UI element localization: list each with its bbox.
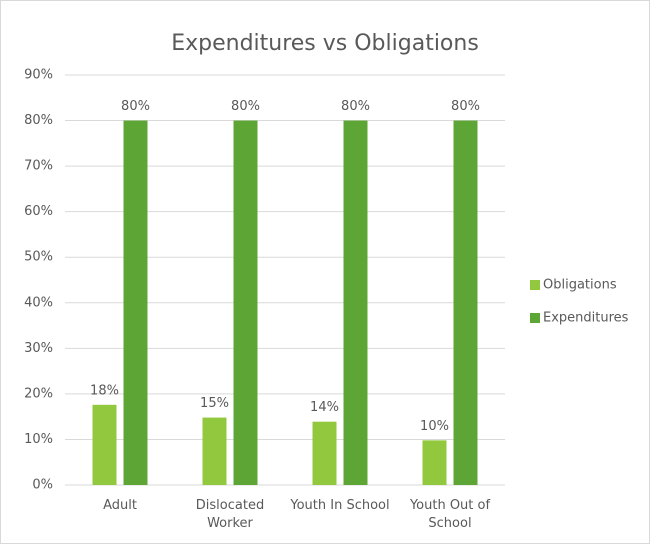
y-tick-label: 40% (24, 295, 53, 310)
legend-swatch (530, 313, 540, 323)
legend-label: Expenditures (543, 311, 629, 326)
x-tick-label: Youth Out of School (409, 498, 491, 531)
y-tick-label: 10% (24, 432, 53, 447)
data-label: 80% (121, 99, 150, 114)
y-tick-label: 30% (24, 341, 53, 356)
y-tick-label: 20% (24, 386, 53, 401)
bar (312, 421, 337, 485)
bar (123, 120, 148, 486)
bar (343, 120, 368, 486)
x-tick-label: Youth In School (290, 498, 390, 513)
y-tick-label: 60% (24, 204, 53, 219)
data-label: 80% (341, 99, 370, 114)
bar (202, 417, 227, 485)
bar (92, 404, 117, 485)
y-tick-label: 70% (24, 159, 53, 174)
bar (233, 120, 258, 486)
y-tick-label: 50% (24, 250, 53, 265)
chart-title: Expenditures vs Obligations (171, 31, 479, 56)
bar (453, 120, 478, 486)
bar (422, 440, 447, 485)
legend-swatch (530, 280, 540, 290)
data-label: 18% (90, 383, 119, 398)
data-label: 80% (451, 99, 480, 114)
y-tick-label: 80% (24, 113, 53, 128)
data-label: 15% (200, 396, 229, 411)
data-label: 80% (231, 99, 260, 114)
data-label: 14% (310, 400, 339, 415)
legend-label: Obligations (543, 278, 617, 293)
x-tick-label: Dislocated Worker (195, 498, 265, 531)
y-tick-label: 90% (24, 68, 53, 83)
data-label: 10% (420, 419, 449, 434)
y-tick-label: 0% (32, 478, 53, 493)
x-tick-label: Adult (103, 498, 137, 513)
